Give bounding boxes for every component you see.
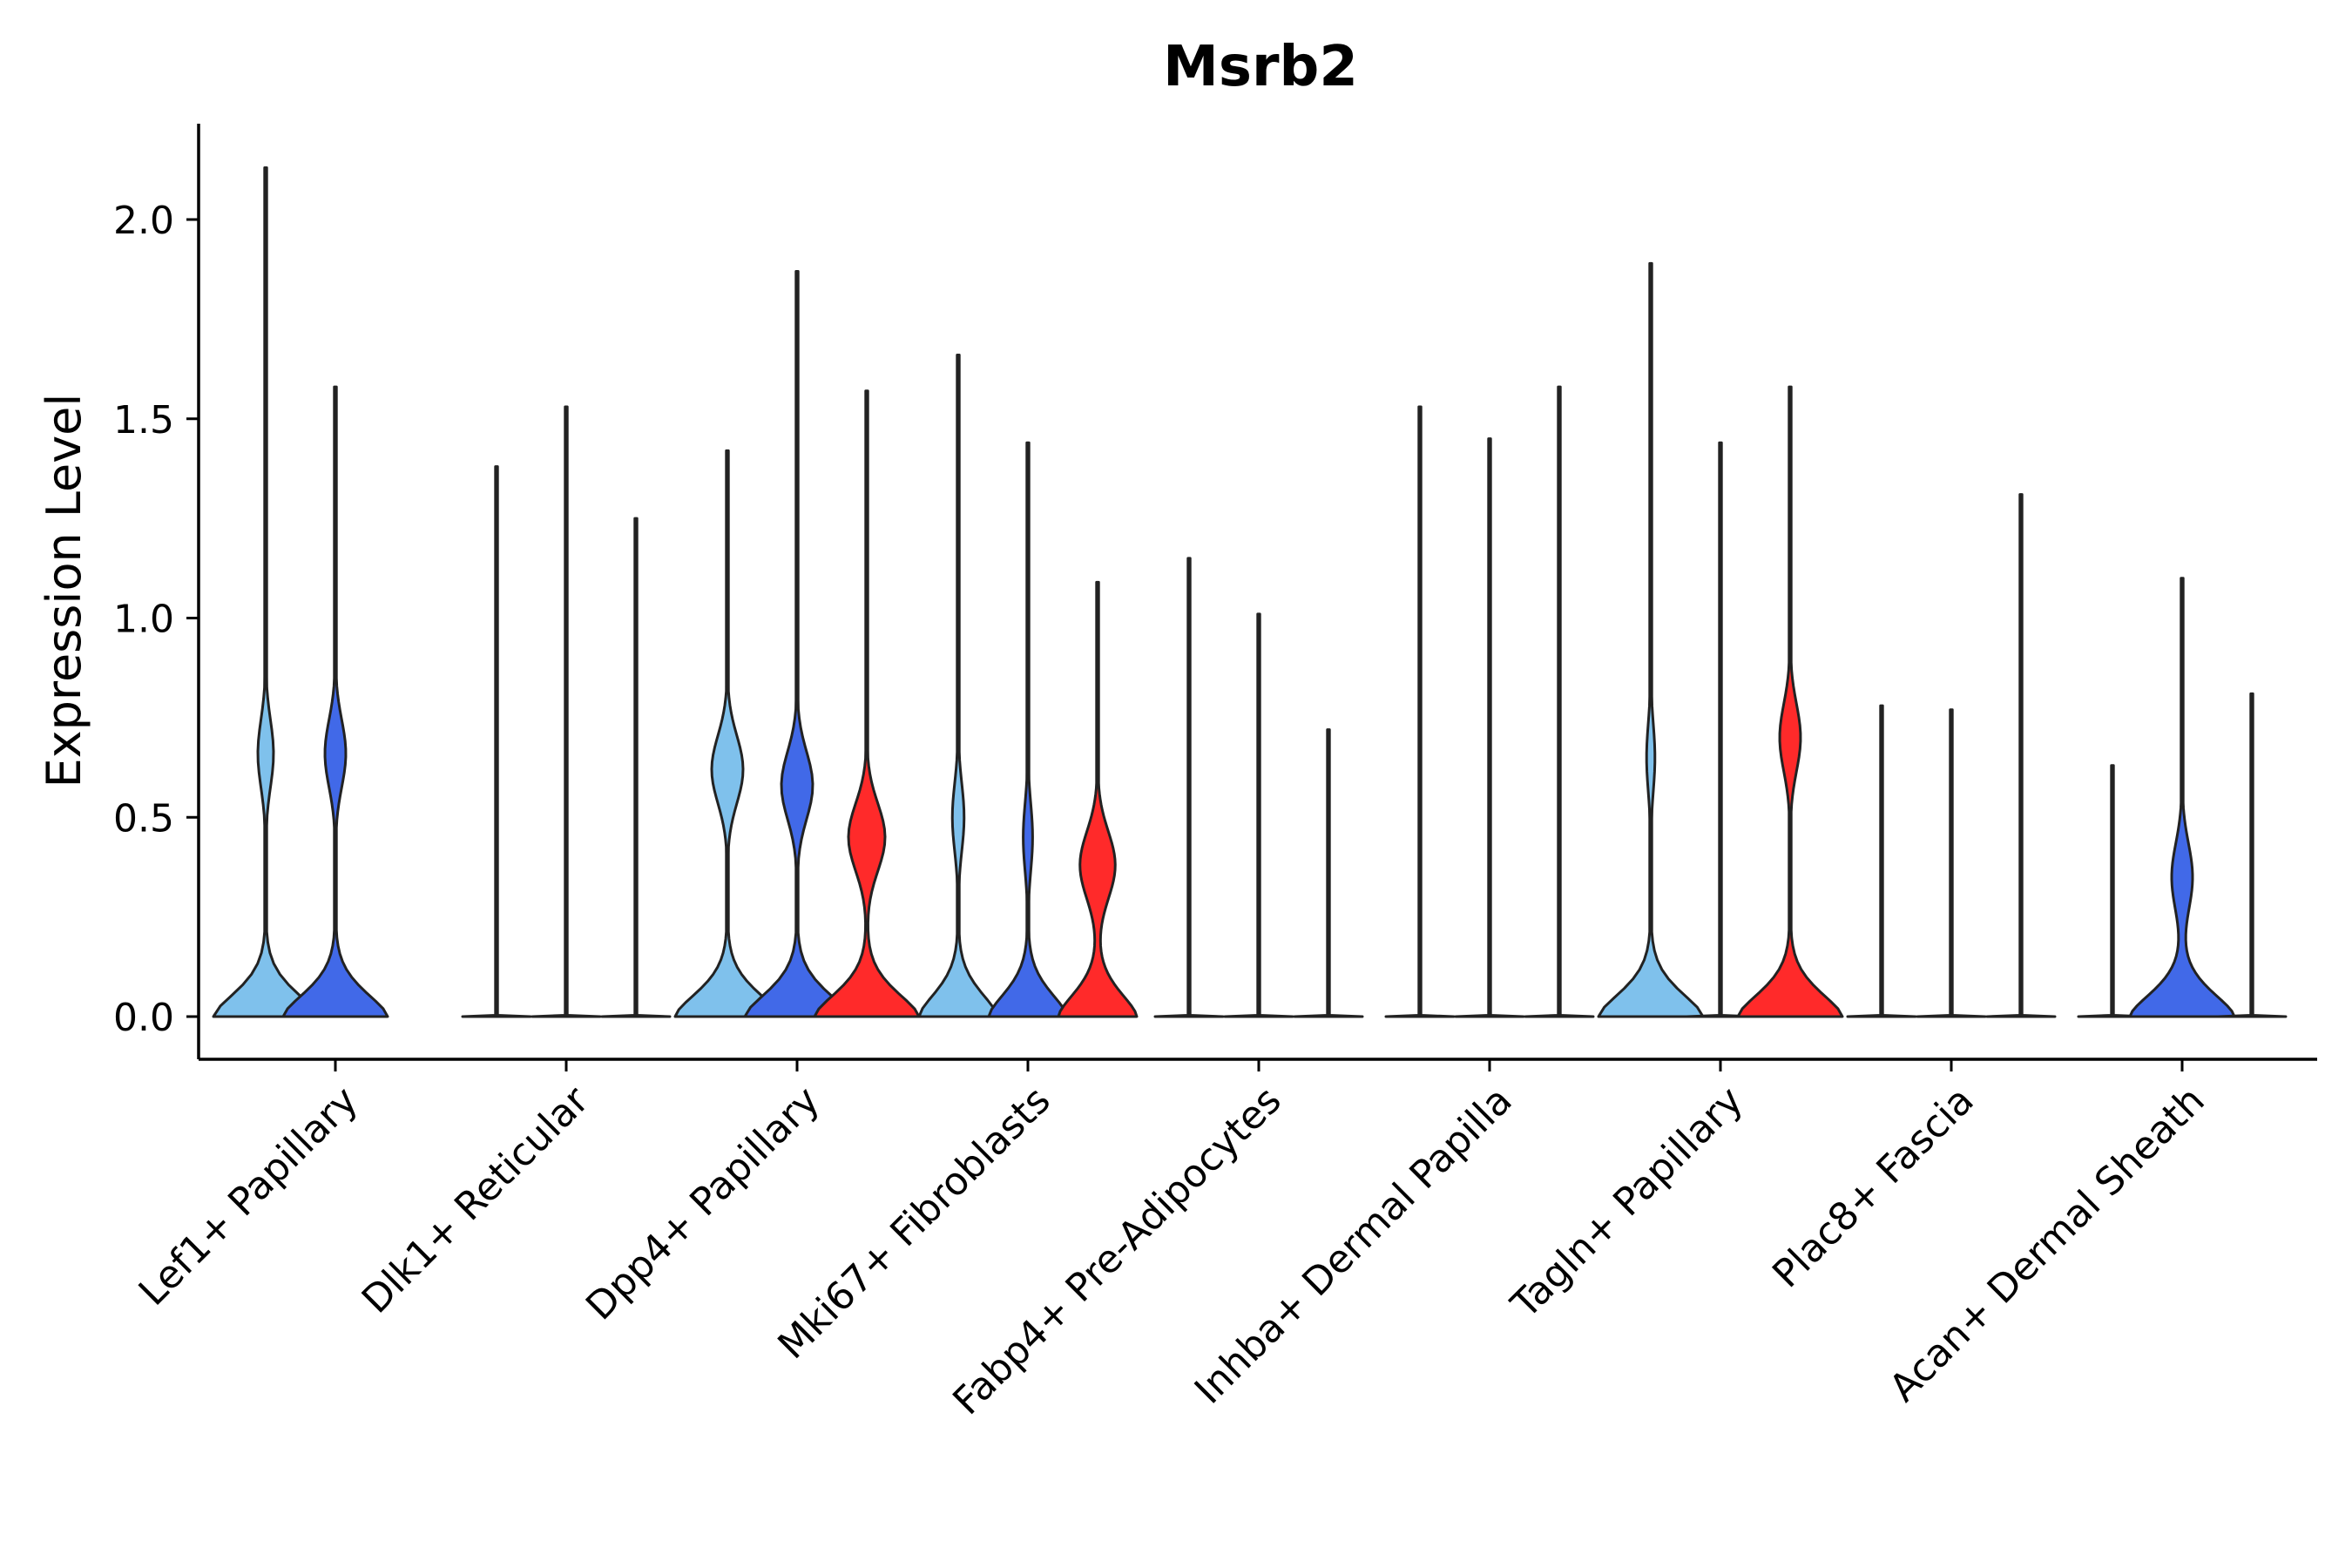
violin-mark (531, 405, 602, 1018)
violin-mark (1597, 261, 1705, 1018)
violin-mark (1916, 708, 1987, 1018)
violin-mark (461, 465, 532, 1018)
violin-mark (1454, 437, 1525, 1018)
violin-mark (1985, 493, 2057, 1018)
violin-group (212, 166, 2288, 1018)
violin-mark (2216, 692, 2288, 1018)
violin-mark (281, 385, 389, 1018)
y-tick-label: 0.0 (113, 996, 174, 1040)
x-tick-label: Lef1+ Papillary (131, 1078, 367, 1315)
x-tick-label: Tagln+ Papillary (1503, 1078, 1752, 1328)
chart-title: Msrb2 (1163, 35, 1358, 99)
violin-mark (1057, 580, 1139, 1018)
violin-mark (1846, 704, 1917, 1018)
y-axis-label: Expression Level (37, 394, 91, 788)
violin-mark (673, 449, 781, 1018)
y-tick-label: 1.0 (113, 598, 174, 642)
violin-mark (1736, 385, 1844, 1018)
violin-mark (1223, 612, 1294, 1018)
violin-mark (1524, 385, 1595, 1018)
x-axis (199, 1058, 2317, 1071)
violin-mark (2077, 764, 2148, 1018)
y-tick-label: 0.5 (113, 796, 174, 841)
violin-mark (2128, 577, 2236, 1018)
x-tick-label: Dlk1+ Reticular (354, 1078, 598, 1322)
violin-mark (1384, 405, 1456, 1018)
y-axis: 0.0 0.5 1.0 1.5 2.0 (113, 124, 200, 1059)
violin-mark (987, 441, 1069, 1018)
violin-mark (743, 269, 851, 1018)
x-tick-label: Dpp4+ Papillary (578, 1078, 828, 1329)
violin-mark (813, 389, 921, 1018)
y-tick-label: 1.5 (113, 398, 174, 443)
violin-mark (1293, 728, 1364, 1018)
violin-mark (600, 517, 672, 1018)
violin-mark (1685, 441, 1756, 1018)
y-tick-label: 2.0 (113, 199, 174, 243)
violin-mark (212, 166, 320, 1018)
violin-mark (917, 354, 999, 1018)
x-tick-label: Plac8+ Fascia (1764, 1078, 1983, 1297)
violin-mark (1153, 557, 1225, 1018)
